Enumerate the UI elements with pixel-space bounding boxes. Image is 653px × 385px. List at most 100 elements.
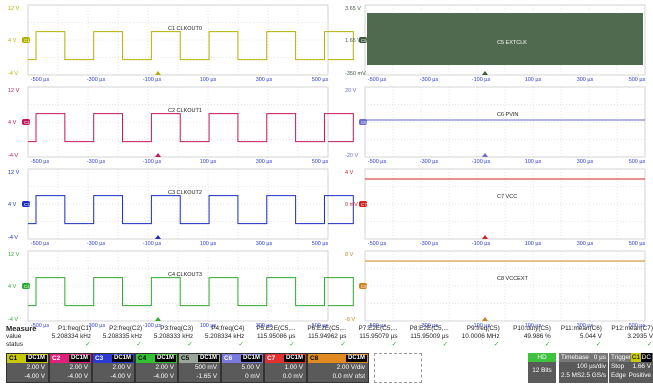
channel-box-c5[interactable]: C5 DC1M 500 mV -1.65 V bbox=[178, 353, 221, 383]
time-tick-label: -500 µs bbox=[368, 241, 387, 247]
channel-marker-label: C8 bbox=[361, 284, 367, 289]
time-tick-label: -500 µs bbox=[368, 77, 387, 83]
channel-offset: -1.65 V bbox=[196, 373, 217, 380]
time-tick-label: -100 µs bbox=[472, 159, 491, 165]
trace-label: C7 VCC bbox=[497, 194, 517, 200]
trigger-position-marker bbox=[155, 235, 161, 239]
time-tick-label: 500 µs bbox=[629, 241, 646, 247]
y-tick-label: 3.65 V bbox=[345, 6, 361, 12]
timebase-title: Timebase bbox=[561, 354, 589, 361]
y-tick-label: -8 V bbox=[345, 317, 355, 323]
channel-box-c3[interactable]: C3 DC1M 2.00 V -4.00 V bbox=[92, 353, 135, 383]
coupling-tag: DC1M bbox=[240, 355, 262, 362]
channel-offset: 0.0 mV bbox=[282, 373, 303, 380]
time-tick-label: 100 µs bbox=[525, 241, 542, 247]
time-tick-label: -300 µs bbox=[87, 241, 106, 247]
measure-column-header: P8:E2E(C5,... bbox=[409, 325, 449, 332]
channel-marker-label: C3 bbox=[24, 202, 30, 207]
y-tick-label: 12 V bbox=[8, 88, 20, 94]
channel-marker-label: C5 bbox=[361, 38, 367, 43]
measure-column-header: P11:mean(C6) bbox=[560, 325, 602, 332]
channel-name: C8 bbox=[310, 355, 319, 362]
status-check-icon: ✓ bbox=[595, 341, 602, 348]
channel-marker-label: C2 bbox=[24, 120, 30, 125]
time-tick-label: 100 µs bbox=[525, 323, 542, 329]
measure-value: 10.0006 MHz bbox=[461, 333, 500, 340]
status-check-icon: ✓ bbox=[340, 341, 346, 348]
coupling-tag: DC1M bbox=[283, 355, 305, 362]
trace-label: C2 CLKOUT1 bbox=[168, 108, 202, 114]
channel-name: C1 bbox=[9, 355, 18, 362]
time-tick-label: -500 µs bbox=[31, 77, 50, 83]
time-tick-label: 500 µs bbox=[629, 77, 646, 83]
measure-value: 115.95086 µs bbox=[257, 333, 296, 340]
coupling-tag: DC1M bbox=[25, 355, 47, 362]
channel-box-c8[interactable]: C8 DC1M 2.00 V/div 0.0 mV ofst bbox=[307, 353, 369, 383]
time-tick-label: 300 µs bbox=[577, 159, 594, 165]
coupling-tag: DC1M bbox=[345, 355, 367, 362]
time-tick-label: -500 µs bbox=[31, 241, 50, 247]
measure-column-header: P7:E2E(C5,... bbox=[358, 325, 398, 332]
y-tick-label: -350 mV bbox=[345, 71, 366, 77]
channel-box-c6[interactable]: C6 DC1M 5.00 V 0 mV bbox=[221, 353, 264, 383]
y-tick-label: 4 V bbox=[345, 170, 354, 176]
channel-box-c2[interactable]: C2 DC1M 2.00 V -4.00 V bbox=[49, 353, 92, 383]
trace-label: C3 CLKOUT2 bbox=[168, 190, 202, 196]
channel-header: C7 DC1M bbox=[265, 354, 306, 363]
time-tick-label: -500 µs bbox=[31, 323, 50, 329]
measure-value: 5.208335 kHz bbox=[102, 333, 143, 340]
channel-name: C7 bbox=[267, 355, 276, 362]
channel-box-c4[interactable]: C4 DC1M 2.00 V -4.00 V bbox=[135, 353, 178, 383]
trigger-coupling: DC bbox=[640, 353, 652, 362]
channel-box-c1[interactable]: C1 DC1M 2.00 V -4.00 V bbox=[6, 353, 49, 383]
measure-column-header: P2:freq(C2) bbox=[109, 325, 143, 332]
waveform-trace bbox=[28, 113, 354, 143]
channel-scale: 2.00 V bbox=[26, 364, 45, 371]
y-tick-label: -4 V bbox=[8, 71, 18, 77]
timebase-box[interactable]: Timebase 0 µs 100 µs/div 2.5 MS 2.5 GS/s bbox=[559, 353, 608, 383]
y-tick-label: -4 V bbox=[8, 153, 18, 159]
timebase-offset: 0 µs bbox=[593, 354, 606, 361]
channel-box-c7[interactable]: C7 DC1M 1.00 V 0.0 mV bbox=[264, 353, 307, 383]
trigger-box[interactable]: Trigger C1 DC Stop 1.66 V Edge Positive bbox=[609, 353, 653, 383]
measure-value: 5.208333 kHz bbox=[153, 333, 194, 340]
trigger-type: Edge bbox=[611, 372, 626, 379]
time-tick-label: 500 µs bbox=[312, 323, 329, 329]
channel-scale: 2.00 V bbox=[112, 364, 131, 371]
channel-offset: -4.00 V bbox=[24, 373, 45, 380]
time-tick-label: -300 µs bbox=[420, 241, 439, 247]
waveform-trace bbox=[28, 277, 354, 307]
channel-header: C5 DC1M bbox=[179, 354, 220, 363]
waveform-trace bbox=[28, 31, 354, 61]
time-tick-label: 300 µs bbox=[256, 159, 273, 165]
channel-scale: 500 mV bbox=[194, 364, 217, 371]
time-tick-label: -300 µs bbox=[87, 77, 106, 83]
time-tick-label: -500 µs bbox=[368, 159, 387, 165]
y-tick-label: 20 V bbox=[345, 88, 357, 94]
y-tick-label: 12 V bbox=[8, 252, 20, 258]
y-tick-label: 4 V bbox=[8, 202, 17, 208]
value-label: value bbox=[6, 333, 22, 340]
hd-mode-box[interactable]: HD 12 Bits bbox=[528, 353, 556, 383]
trace-label: C5 EXTCLK bbox=[497, 40, 527, 46]
status-check-icon: ✓ bbox=[85, 341, 91, 348]
status-label: status bbox=[6, 341, 24, 348]
trace-label: C1 CLKOUT0 bbox=[168, 26, 202, 32]
y-tick-label: -4 V bbox=[8, 317, 18, 323]
time-tick-label: 300 µs bbox=[256, 77, 273, 83]
trigger-source: C1 bbox=[630, 353, 641, 362]
time-tick-label: -500 µs bbox=[368, 323, 387, 329]
status-check-icon: ✓ bbox=[544, 341, 551, 348]
trigger-mode: Stop bbox=[611, 363, 625, 370]
channel-offset: 0.0 mV ofst bbox=[332, 373, 365, 380]
measure-column-header: P4:freq(C4) bbox=[211, 325, 245, 332]
channel-name: C3 bbox=[95, 355, 104, 362]
time-tick-label: 100 µs bbox=[200, 241, 217, 247]
channel-marker bbox=[359, 201, 367, 207]
trigger-slope: Positive bbox=[628, 372, 651, 379]
channel-scale: 5.00 V bbox=[241, 364, 260, 371]
y-tick-label: -20 V bbox=[345, 153, 358, 159]
trace-label: C4 CLKOUT3 bbox=[168, 272, 202, 278]
channel-name: C2 bbox=[52, 355, 61, 362]
measure-column-header: P9:freq(C5) bbox=[466, 325, 500, 332]
